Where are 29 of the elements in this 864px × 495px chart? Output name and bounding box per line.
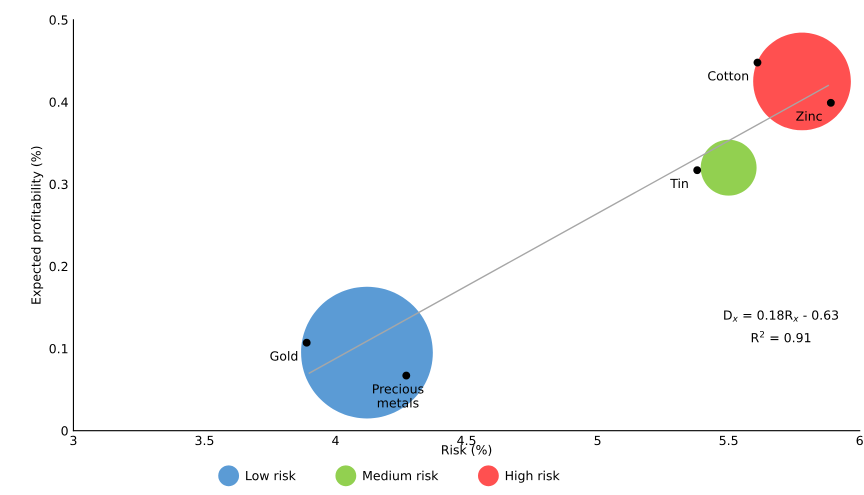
y-tick-label: 0.5 <box>50 15 68 25</box>
legend-label: High risk <box>506 470 560 483</box>
x-tick-label: 4 <box>332 436 339 446</box>
annotation: Tin <box>670 178 688 188</box>
annotation: R$^{2}$ = 0.91 <box>752 330 810 342</box>
y-tick-label: 0.1 <box>50 344 68 354</box>
y-tick-label: 0.3 <box>50 180 68 190</box>
y-tick-label: 0 <box>61 426 68 436</box>
y-axis-title: Expected profitability (%) <box>31 146 44 304</box>
point <box>826 98 835 107</box>
legend-label: Medium risk <box>363 470 438 480</box>
point <box>402 372 410 380</box>
annotation: Cotton <box>708 71 748 81</box>
annotation: Gold <box>270 351 298 361</box>
y-tick-label: 0.2 <box>50 262 68 272</box>
legend-label: Low risk <box>246 470 296 480</box>
annotation: D$_{x}$ = 0.18R$_{x}$ - 0.63 <box>724 310 838 322</box>
point <box>693 166 702 174</box>
x-tick-label: 5 <box>594 436 600 446</box>
point <box>754 58 762 66</box>
x-tick-label: 6 <box>856 436 863 446</box>
annotation: Zinc <box>796 111 822 121</box>
x-tick-label: 3.5 <box>195 436 214 446</box>
point <box>302 338 311 347</box>
x-tick-label: 5.5 <box>720 436 738 446</box>
x-tick-label: 4.5 <box>457 436 476 446</box>
x-axis-title: Risk (%) <box>442 444 492 456</box>
x-tick-label: 3 <box>70 436 76 446</box>
y-tick-label: 0.4 <box>50 97 68 107</box>
